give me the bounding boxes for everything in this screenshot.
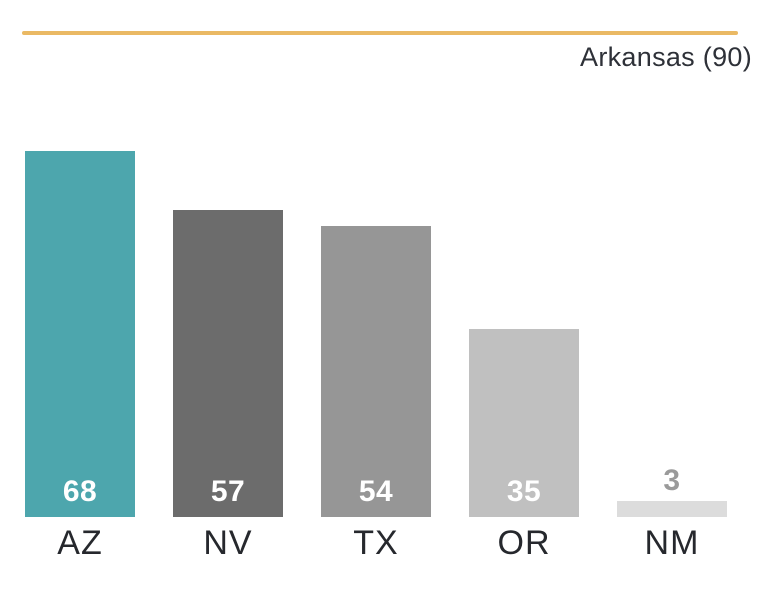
bar-tx: 54: [321, 226, 431, 517]
value-label-nv: 57: [210, 475, 246, 508]
category-label-nm: NM: [644, 524, 700, 562]
category-label-az: AZ: [57, 524, 103, 562]
category-label-or: OR: [497, 524, 551, 562]
value-label-nm: 3: [663, 464, 681, 497]
series-reference-label: Arkansas (90): [580, 42, 752, 72]
bar-az: 68: [25, 151, 135, 517]
top-accent-line: [22, 31, 738, 35]
category-label-nv: NV: [203, 524, 253, 562]
bar-group-nv: 57 NV: [173, 210, 283, 562]
bar-nv: 57: [173, 210, 283, 517]
bar-group-or: 35 OR: [469, 329, 579, 562]
value-label-tx: 54: [358, 475, 394, 508]
value-label-az: 68: [62, 475, 98, 508]
bar-nm: 3: [617, 464, 727, 517]
category-label-tx: TX: [353, 524, 399, 562]
bar-group-az: 68 AZ: [25, 151, 135, 562]
bar-group-tx: 54 TX: [321, 226, 431, 562]
bar-or: 35: [469, 329, 579, 517]
bar-group-nm: 3 NM: [617, 464, 727, 562]
value-label-or: 35: [506, 475, 542, 508]
